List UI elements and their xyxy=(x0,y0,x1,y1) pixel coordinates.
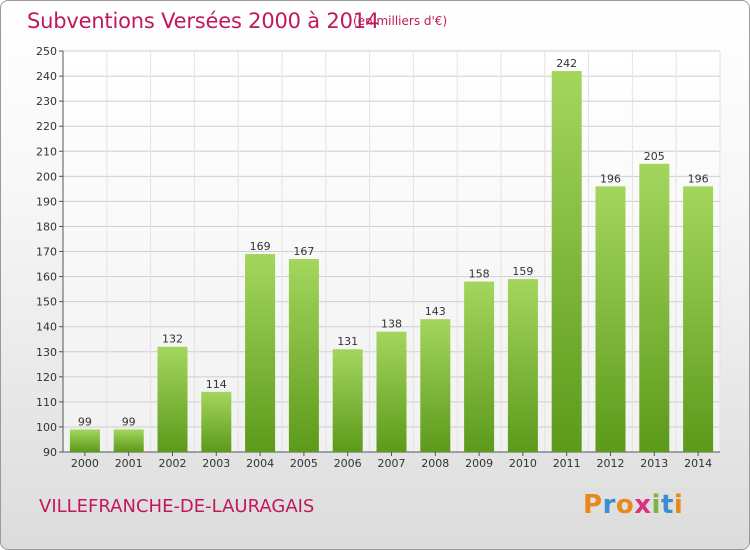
bar-2014 xyxy=(683,186,714,452)
x-tick-label-2012: 2012 xyxy=(597,457,625,470)
logo-letter: r xyxy=(602,490,616,520)
y-tick-label: 200 xyxy=(36,170,57,183)
x-tick-label-2002: 2002 xyxy=(159,457,187,470)
y-tick-label: 250 xyxy=(36,45,57,58)
data-label-2008: 143 xyxy=(425,305,446,318)
bar-2002 xyxy=(157,346,188,452)
bar-2009 xyxy=(464,281,495,452)
data-label-2009: 158 xyxy=(469,268,490,281)
logo-letter: x xyxy=(634,490,652,520)
y-tick-label: 240 xyxy=(36,70,57,83)
logo-letter: P xyxy=(583,490,603,520)
data-label-2011: 242 xyxy=(556,57,577,70)
data-label-2004: 169 xyxy=(250,240,271,253)
proxiti-logo: Proxiti xyxy=(583,490,683,520)
x-tick-label-2011: 2011 xyxy=(553,457,581,470)
chart-subtitle: (en milliers d'€) xyxy=(353,14,448,28)
data-label-2012: 196 xyxy=(600,172,621,185)
data-label-2002: 132 xyxy=(162,333,183,346)
y-tick-label: 180 xyxy=(36,220,57,233)
x-tick-label-2009: 2009 xyxy=(465,457,493,470)
x-tick-label-2005: 2005 xyxy=(290,457,318,470)
y-tick-label: 170 xyxy=(36,246,57,259)
bar-2007 xyxy=(376,331,407,452)
bar-2001 xyxy=(113,429,144,452)
y-tick-label: 160 xyxy=(36,271,57,284)
bar-2008 xyxy=(420,319,451,452)
data-label-2007: 138 xyxy=(381,318,402,331)
x-tick-label-2006: 2006 xyxy=(334,457,362,470)
bar-2012 xyxy=(595,186,626,452)
x-tick-label-2014: 2014 xyxy=(684,457,712,470)
chart-title: Subventions Versées 2000 à 2014 xyxy=(27,9,380,33)
x-tick-label-2003: 2003 xyxy=(202,457,230,470)
x-tick-label-2010: 2010 xyxy=(509,457,537,470)
logo-letter: t xyxy=(660,490,674,520)
data-label-2005: 167 xyxy=(293,245,314,258)
y-tick-label: 210 xyxy=(36,145,57,158)
bar-2011 xyxy=(551,71,582,453)
y-tick-label: 140 xyxy=(36,321,57,334)
x-tick-label-2000: 2000 xyxy=(71,457,99,470)
bar-2006 xyxy=(332,349,363,452)
x-tick-label-2013: 2013 xyxy=(640,457,668,470)
data-label-2001: 99 xyxy=(122,415,136,428)
data-label-2000: 99 xyxy=(78,415,92,428)
bar-2000 xyxy=(69,429,100,452)
data-label-2010: 159 xyxy=(512,265,533,278)
bar-2003 xyxy=(201,391,232,452)
x-tick-label-2008: 2008 xyxy=(421,457,449,470)
bar-2005 xyxy=(288,259,319,452)
data-label-2006: 131 xyxy=(337,335,358,348)
y-tick-label: 130 xyxy=(36,346,57,359)
logo-letter: o xyxy=(615,490,635,520)
y-tick-label: 120 xyxy=(36,371,57,384)
y-tick-label: 90 xyxy=(43,446,57,459)
bar-2010 xyxy=(507,279,538,452)
logo-letter: i xyxy=(651,490,661,520)
y-tick-label: 220 xyxy=(36,120,57,133)
y-tick-label: 110 xyxy=(36,396,57,409)
x-tick-label-2004: 2004 xyxy=(246,457,274,470)
y-tick-label: 150 xyxy=(36,296,57,309)
x-tick-label-2001: 2001 xyxy=(115,457,143,470)
data-label-2003: 114 xyxy=(206,378,227,391)
y-tick-label: 100 xyxy=(36,421,57,434)
y-tick-label: 190 xyxy=(36,195,57,208)
logo-letter: i xyxy=(673,490,684,520)
bar-2004 xyxy=(245,254,276,452)
data-label-2013: 205 xyxy=(644,150,665,163)
y-tick-label: 230 xyxy=(36,95,57,108)
city-name: VILLEFRANCHE-DE-LAURAGAIS xyxy=(39,496,315,517)
x-tick-label-2007: 2007 xyxy=(378,457,406,470)
data-label-2014: 196 xyxy=(688,172,709,185)
bar-2013 xyxy=(639,163,670,452)
